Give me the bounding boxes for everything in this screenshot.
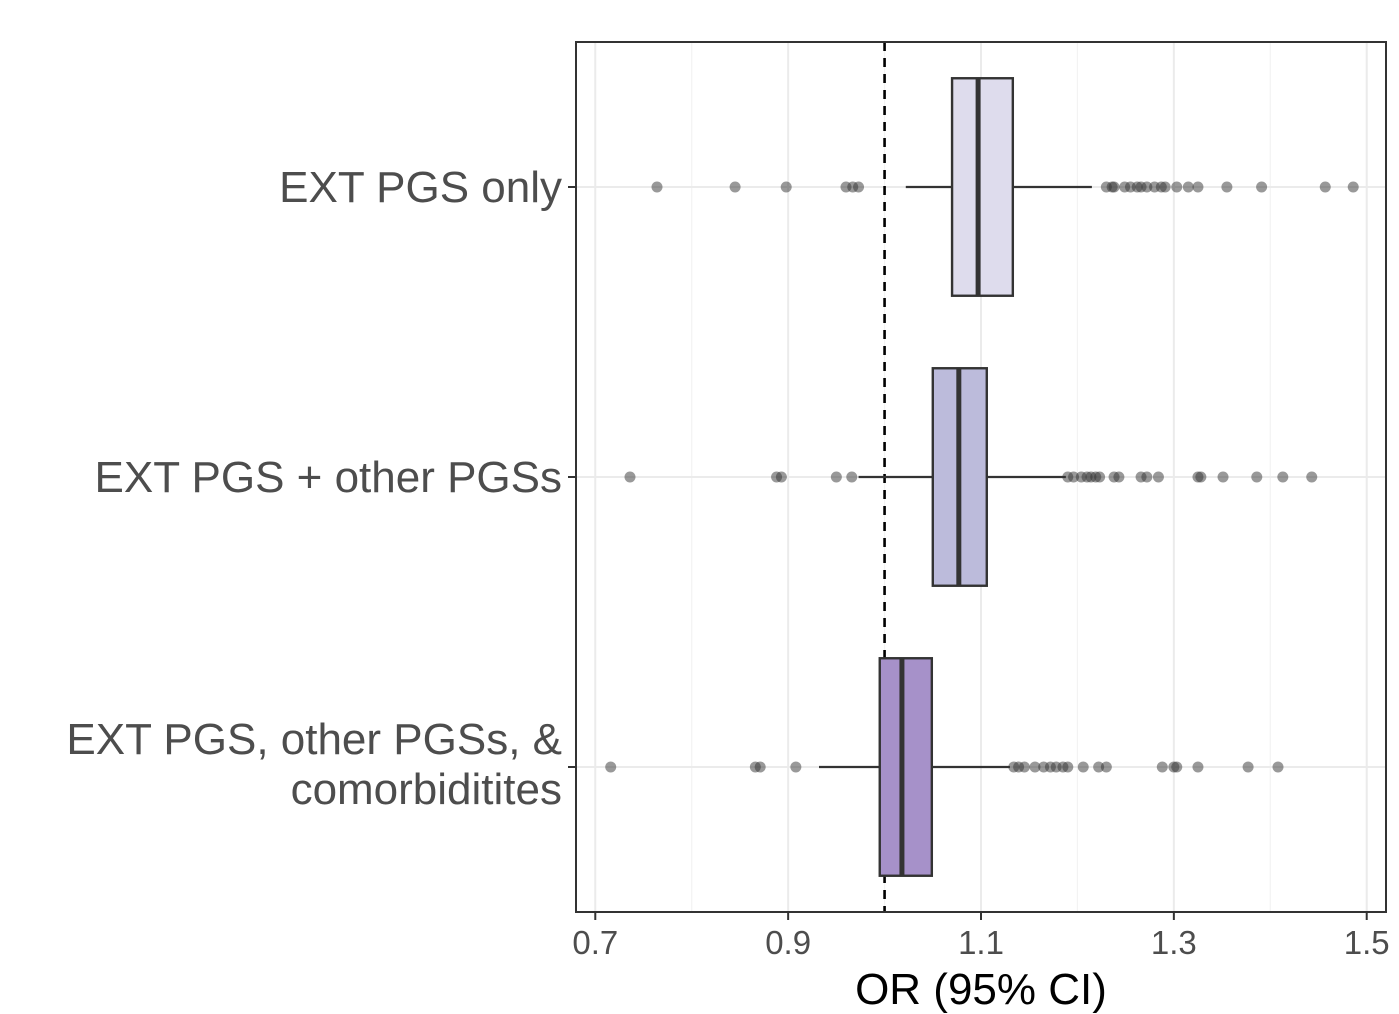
outlier-point-1-21 bbox=[1277, 471, 1289, 483]
outlier-point-1-19 bbox=[1217, 471, 1229, 483]
outlier-point-2-15 bbox=[1100, 761, 1112, 773]
outlier-point-2-2 bbox=[754, 761, 766, 773]
outlier-point-1-15 bbox=[1141, 471, 1153, 483]
outlier-point-1-16 bbox=[1152, 471, 1164, 483]
outlier-point-0-1 bbox=[729, 181, 741, 193]
outlier-point-1-6 bbox=[1068, 471, 1080, 483]
y-category-label-2-1: comorbiditites bbox=[291, 765, 562, 814]
y-category-label-1-0: EXT PGS + other PGSs bbox=[95, 453, 563, 502]
outlier-point-1-20 bbox=[1251, 471, 1263, 483]
outlier-point-2-3 bbox=[790, 761, 802, 773]
outlier-point-2-21 bbox=[1272, 761, 1284, 773]
outlier-point-0-18 bbox=[1182, 181, 1194, 193]
outlier-point-2-13 bbox=[1077, 761, 1089, 773]
outlier-point-1-13 bbox=[1113, 471, 1125, 483]
outlier-point-0-8 bbox=[1108, 181, 1120, 193]
outlier-point-1-3 bbox=[830, 471, 842, 483]
outlier-point-0-20 bbox=[1221, 181, 1233, 193]
box-2 bbox=[878, 657, 934, 877]
outlier-point-1-11 bbox=[1094, 471, 1106, 483]
outlier-point-0-22 bbox=[1319, 181, 1331, 193]
x-tick-label-1: 0.9 bbox=[765, 924, 811, 961]
outlier-point-2-14 bbox=[1093, 761, 1105, 773]
outlier-point-0-17 bbox=[1171, 181, 1183, 193]
outlier-point-1-0 bbox=[624, 471, 636, 483]
outlier-point-2-19 bbox=[1192, 761, 1204, 773]
x-tick-label-0: 0.7 bbox=[572, 924, 618, 961]
box-0 bbox=[950, 77, 1015, 297]
outlier-point-1-18 bbox=[1195, 471, 1207, 483]
outlier-point-2-12 bbox=[1062, 761, 1074, 773]
box-series bbox=[605, 77, 1359, 877]
outlier-point-1-4 bbox=[846, 471, 858, 483]
box-group-2 bbox=[605, 657, 1284, 877]
outlier-point-2-0 bbox=[605, 761, 617, 773]
y-category-label-0-0: EXT PGS only bbox=[279, 163, 562, 212]
x-tick-label-3: 1.3 bbox=[1151, 924, 1197, 961]
x-tick-label-4: 1.5 bbox=[1344, 924, 1390, 961]
outlier-point-0-23 bbox=[1347, 181, 1359, 193]
outlier-point-0-13 bbox=[1141, 181, 1153, 193]
outlier-point-2-6 bbox=[1018, 761, 1030, 773]
outlier-point-0-19 bbox=[1192, 181, 1204, 193]
box-group-1 bbox=[624, 367, 1318, 587]
outlier-point-2-20 bbox=[1242, 761, 1254, 773]
outlier-point-0-5 bbox=[853, 181, 865, 193]
box-group-0 bbox=[651, 77, 1359, 297]
outlier-point-2-7 bbox=[1029, 761, 1041, 773]
outlier-point-1-2 bbox=[775, 471, 787, 483]
axes: 0.7 0.9 1.1 1.3 1.5 EXT PGS only EXT PGS + oth… bbox=[66, 163, 1389, 961]
outlier-point-0-2 bbox=[780, 181, 792, 193]
outlier-point-1-22 bbox=[1306, 471, 1318, 483]
x-axis-title: OR (95% CI) bbox=[855, 965, 1107, 1014]
outlier-point-0-0 bbox=[651, 181, 663, 193]
outlier-point-2-16 bbox=[1156, 761, 1168, 773]
y-category-label-2-0: EXT PGS, other PGSs, & bbox=[66, 715, 562, 764]
outlier-point-0-21 bbox=[1256, 181, 1268, 193]
x-tick-label-2: 1.1 bbox=[958, 924, 1004, 961]
outlier-point-2-18 bbox=[1171, 761, 1183, 773]
outlier-point-0-16 bbox=[1159, 181, 1171, 193]
